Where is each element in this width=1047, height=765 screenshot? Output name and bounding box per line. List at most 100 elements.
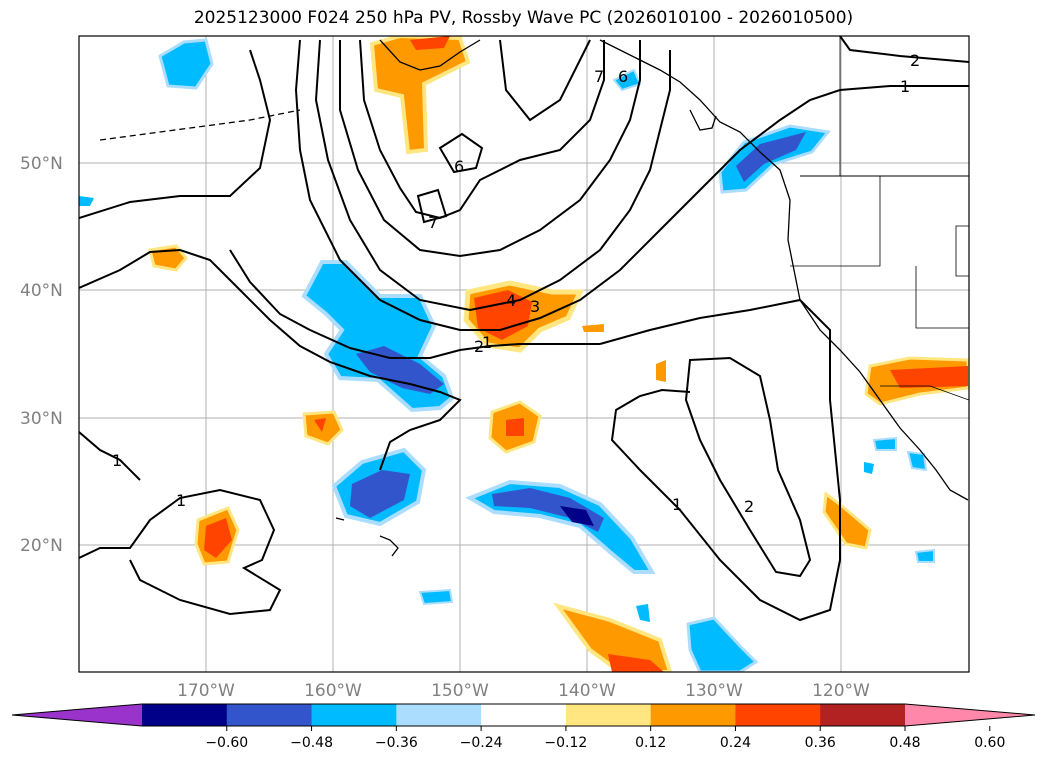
hawaii-islands xyxy=(379,535,399,557)
lon-label-160w: 160°W xyxy=(304,681,362,701)
colorbar-segment xyxy=(820,704,906,726)
lon-label-170w: 170°W xyxy=(177,681,235,701)
positive-anomaly-small-3 xyxy=(582,324,604,332)
colorbar-extend-max xyxy=(905,704,1035,726)
colorbar-segment xyxy=(650,704,736,726)
contour-lines xyxy=(79,36,969,622)
us-mexico-border xyxy=(880,385,969,401)
contour-labels: 1 2 4 3 6 7 1 2 1 1 2 1 7 6 xyxy=(112,51,920,516)
positive-anomaly-alaska-core xyxy=(410,36,450,50)
positive-anomaly-small-2-core xyxy=(506,418,524,436)
contour-label: 2 xyxy=(474,337,484,356)
colorbar-tick-label: 0.24 xyxy=(720,735,751,751)
lat-label-30n: 30°N xyxy=(20,409,63,429)
contour-label: 7 xyxy=(428,213,438,232)
contour-1-south xyxy=(79,488,282,616)
colorbar-tick-label: −0.48 xyxy=(290,735,333,751)
colorbar-segment xyxy=(565,704,652,726)
positive-anomaly-baja xyxy=(822,491,872,550)
state-borders-2 xyxy=(915,266,969,329)
colorbar-extend-min xyxy=(12,704,142,726)
colorbar-tick-label: −0.36 xyxy=(375,735,418,751)
contour-2-east xyxy=(684,356,812,578)
contour-3 xyxy=(294,39,969,331)
contour-label: 1 xyxy=(900,77,910,96)
latitude-labels: 50°N 40°N 30°N 20°N xyxy=(20,154,63,556)
negative-anomaly-central-core xyxy=(356,346,444,394)
contour-1-b xyxy=(79,49,272,219)
contour-label: 1 xyxy=(112,451,122,470)
anomaly-shading xyxy=(79,36,969,672)
contour-7 xyxy=(499,39,591,122)
colorbar-tick-label: 0.48 xyxy=(889,735,920,751)
contour-1-east xyxy=(599,298,841,622)
contour-6 xyxy=(359,39,605,220)
negative-anomaly-small-1 xyxy=(418,588,454,606)
contour-6-closed xyxy=(438,132,484,174)
lat-label-50n: 50°N xyxy=(20,154,63,174)
contour-7-closed xyxy=(416,188,448,224)
positive-anomaly-central-core xyxy=(474,290,532,340)
colorbar-tick-label: −0.60 xyxy=(205,735,248,751)
positive-anomaly-small-4 xyxy=(656,360,666,382)
contour-4 xyxy=(314,39,671,312)
contour-5 xyxy=(339,40,641,258)
lat-label-40n: 40°N xyxy=(20,281,63,301)
colorbar-tick-label: 0.60 xyxy=(974,735,1005,751)
colorbar-segment xyxy=(311,704,397,726)
state-borders-1 xyxy=(790,176,881,267)
lat-label-20n: 20°N xyxy=(20,536,63,556)
positive-anomaly-southwest-core xyxy=(204,518,232,558)
contour-label: 4 xyxy=(506,291,516,310)
longitude-labels: 170°W 160°W 150°W 140°W 130°W 120°W xyxy=(177,681,870,701)
contour-label: 1 xyxy=(176,491,186,510)
contour-label: 1 xyxy=(672,495,682,514)
lon-label-120w: 120°W xyxy=(812,681,870,701)
negative-anomaly-small-7 xyxy=(864,462,874,474)
state-borders-3 xyxy=(955,225,969,277)
hawaii-island-small xyxy=(335,517,345,521)
colorbar-segment xyxy=(142,704,228,726)
contour-label: 3 xyxy=(530,297,540,316)
map-frame xyxy=(78,35,970,673)
lon-label-150w: 150°W xyxy=(431,681,489,701)
contour-label: 6 xyxy=(618,67,628,86)
negative-anomaly-edge xyxy=(79,196,94,206)
alaska-coast-west xyxy=(379,39,481,71)
negative-anomaly-small-6 xyxy=(636,604,650,622)
map-plot-area xyxy=(79,36,969,672)
colorbar-tick-label: 0.12 xyxy=(635,735,666,751)
negative-anomaly-small-2 xyxy=(872,436,897,451)
negative-anomaly-bering xyxy=(158,38,214,90)
contour-1-sw xyxy=(79,431,141,481)
aleutian-islands xyxy=(99,109,301,141)
contour-2-ne xyxy=(839,36,969,63)
negative-anomaly-hawaii-core xyxy=(350,470,410,518)
contour-2 xyxy=(229,249,600,359)
negative-anomaly-small-4 xyxy=(914,548,935,563)
positive-anomaly-small-1-core xyxy=(314,418,326,432)
contour-label: 6 xyxy=(454,157,464,176)
map-title: 2025123000 F024 250 hPa PV, Rossby Wave … xyxy=(193,8,854,28)
contour-label: 2 xyxy=(744,497,754,516)
contour-label: 1 xyxy=(482,333,492,352)
colorbar-segment xyxy=(396,704,482,726)
negative-anomaly-small-3 xyxy=(906,450,928,472)
colorbar-tick-label: 0.36 xyxy=(805,735,836,751)
coastlines xyxy=(99,36,969,557)
contour-1-a xyxy=(79,248,462,471)
contour-label: 2 xyxy=(910,51,920,70)
north-america-coast xyxy=(599,39,969,501)
lon-label-140w: 140°W xyxy=(558,681,616,701)
colorbar: −0.60 −0.48 −0.36 −0.24 −0.12 0.12 0.24 0.36 0.4… xyxy=(11,703,1036,751)
negative-anomaly-gulf-core xyxy=(736,132,806,182)
colorbar-segment xyxy=(481,704,567,726)
colorbar-segment xyxy=(226,704,313,726)
colorbar-outline xyxy=(11,703,1036,727)
colorbar-tick-label: −0.24 xyxy=(460,735,503,751)
negative-anomaly-subtropical-max xyxy=(560,506,594,526)
lon-label-130w: 130°W xyxy=(685,681,743,701)
positive-anomaly-south xyxy=(553,602,673,672)
negative-anomaly-southeast xyxy=(686,616,759,672)
